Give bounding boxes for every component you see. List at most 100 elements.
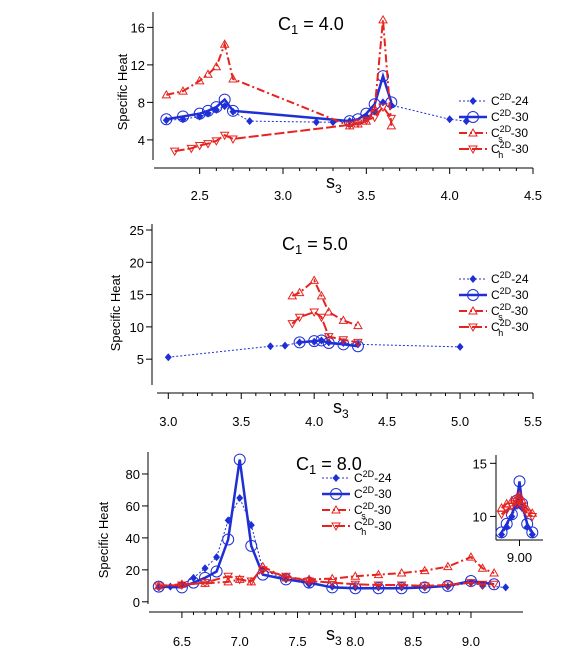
panel2-point: [316, 313, 327, 323]
inset-point: [517, 495, 527, 504]
panel3-point: [419, 582, 430, 591]
panel1-point: [202, 104, 214, 117]
panel1-x-tick-label: 3.5: [357, 188, 375, 203]
panel2-y-tick-label: 25: [130, 223, 144, 238]
panel3-point: [177, 581, 187, 591]
panel2-line-ch2d-30: [291, 310, 359, 344]
panel1-series-ch2d-30: [169, 103, 397, 157]
panel1-legend-label: C2D-24: [491, 92, 529, 108]
panel3-point: [281, 572, 291, 582]
panel2-point: [164, 353, 172, 362]
panel2-point: [315, 334, 328, 347]
panel1-point: [178, 86, 188, 95]
panel3-legend-marker: [332, 474, 340, 482]
panel3-point: [350, 580, 361, 590]
panel3-point: [350, 571, 361, 580]
panel1-series-c2d-30: [160, 70, 398, 128]
panel2-point: [353, 338, 363, 348]
inset-point: [527, 512, 538, 522]
panel2-y-label: Specific Heat: [108, 274, 123, 351]
panel1-point: [369, 113, 380, 123]
panel1-point: [162, 116, 170, 125]
panel1-point: [246, 117, 254, 126]
panel2-legend-item: [459, 289, 487, 301]
panel1-point: [228, 73, 238, 83]
panel3-point: [489, 580, 499, 590]
panel2-point: [353, 320, 363, 330]
panel3-point: [213, 553, 221, 562]
panel3-point: [223, 576, 234, 586]
panel3-x-tick-label: 8.5: [404, 634, 422, 649]
panel3-series-c2d-30: [152, 453, 501, 595]
panel2-title: C1 = 5.0: [282, 234, 348, 257]
panel3-point: [442, 561, 453, 571]
panel3-line-ch2d-30: [158, 568, 495, 587]
panel3-legend-marker: [331, 522, 341, 532]
panel3-point: [327, 573, 338, 583]
panel1-point: [219, 131, 230, 141]
panel1-point: [211, 61, 222, 71]
inset-y-tick-label: 15: [473, 456, 487, 471]
panel2-legend-label: C2D-30: [491, 286, 529, 302]
panel1-title: C1 = 4.0: [278, 14, 344, 37]
inset-point: [501, 506, 512, 516]
panel3-legend-item: [322, 474, 350, 482]
panel3-point: [373, 581, 384, 591]
panel3-point: [304, 574, 314, 583]
panel1-point: [218, 93, 231, 106]
inset-y-tick-label: 10: [473, 509, 487, 524]
panel2-x-tick-label: 4.0: [305, 414, 323, 429]
inset-point: [506, 502, 517, 511]
panel3-point: [303, 576, 316, 589]
panel2-point: [294, 287, 305, 297]
panel3-legend-label: C2D-30: [354, 485, 392, 501]
panel1-point: [385, 96, 398, 109]
panel3-legend-marker: [331, 504, 341, 514]
panel3-point: [396, 581, 407, 591]
panel1-y-tick-label: 8: [138, 95, 145, 110]
panel2-x-tick-label: 3.5: [232, 414, 250, 429]
panel3-point: [489, 568, 499, 577]
panel3-point: [304, 577, 314, 587]
panel2-x-label: s3: [333, 397, 349, 421]
panel1-x-tick-label: 3.0: [274, 188, 292, 203]
panel3-legend-label: C2D h -30: [354, 517, 392, 537]
panel3-y-tick-label: 0: [133, 595, 140, 610]
panel1-legend-label: C2D s -30: [491, 124, 528, 144]
panel3-x-tick-label: 7.5: [288, 634, 306, 649]
panel3-point: [502, 583, 510, 592]
panel2-legend-label: C2D h -30: [491, 318, 529, 338]
panel1-point: [378, 14, 388, 24]
panel3-point: [419, 565, 430, 575]
panel3-point: [349, 582, 362, 595]
panel2-point: [316, 290, 327, 300]
panel2-point: [294, 313, 305, 323]
panel2-x-tick-label: 5.0: [451, 414, 469, 429]
panel1-y-tick-label: 4: [138, 133, 145, 148]
inset-series-ch2d-30: [496, 498, 538, 522]
panel3-y-tick-label: 80: [126, 467, 140, 482]
inset-point: [514, 498, 525, 507]
panel2-point: [309, 308, 320, 318]
panel1-point: [386, 114, 397, 124]
inset-point: [526, 526, 539, 539]
panel1-point: [194, 142, 205, 151]
panel2-point: [456, 342, 464, 351]
panel1-y-tick-label: 16: [131, 20, 145, 35]
panel3-point: [396, 568, 407, 577]
panel1-point: [194, 75, 205, 85]
panel2-point: [287, 320, 298, 329]
panel1-point: [210, 101, 223, 114]
inset-point: [513, 475, 526, 488]
panel2-point: [338, 336, 349, 345]
panel3-legend-label: C2D s -30: [354, 501, 391, 521]
panel3-point: [442, 581, 453, 591]
panel1-point: [203, 140, 213, 149]
panel1-point: [227, 104, 239, 117]
panel3-point: [222, 533, 235, 546]
panel3-y-tick-label: 60: [126, 499, 140, 514]
panel3-point: [372, 582, 385, 595]
panel1-point: [360, 107, 373, 120]
panel3-x-label: s3: [326, 624, 342, 648]
